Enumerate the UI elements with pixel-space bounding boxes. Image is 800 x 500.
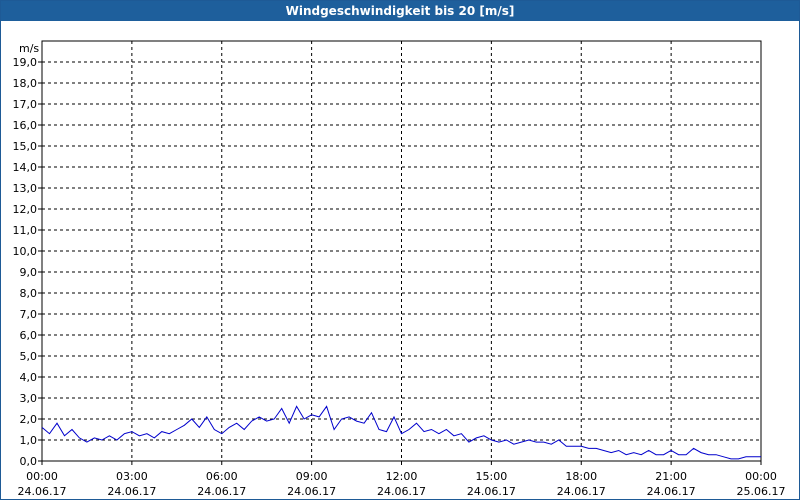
x-tick-time-label: 00:00 [745, 470, 777, 483]
y-axis-ticks: 0,0 1,0 2,0 3,0 4,0 5,0 6,0 7,0 8,0 9,0 10,0 11,0 12… [13, 56, 42, 468]
x-axis-ticks: 00:00 24.06.17 03:00 24.06.17 06:00 24.06.17 0… [18, 461, 786, 498]
plot-area [41, 40, 762, 462]
y-tick-label: 3,0 [20, 392, 38, 405]
y-tick-label: 12,0 [13, 203, 38, 216]
x-tick-time-label: 21:00 [655, 470, 687, 483]
y-tick-label: 6,0 [20, 329, 38, 342]
y-tick-label: 4,0 [20, 371, 38, 384]
grid-lines [42, 41, 761, 461]
y-tick-label: 17,0 [13, 98, 38, 111]
x-tick-time-label: 06:00 [206, 470, 238, 483]
y-tick-label: 13,0 [13, 182, 38, 195]
x-tick-date-label: 24.06.17 [197, 485, 246, 498]
title-bar: Windgeschwindigkeit bis 20 [m/s] [1, 1, 799, 21]
y-tick-label: 9,0 [20, 266, 38, 279]
x-tick-date-label: 24.06.17 [557, 485, 606, 498]
y-tick-label: 19,0 [13, 56, 38, 69]
x-tick-time-label: 12:00 [386, 470, 418, 483]
x-tick-date-label: 24.06.17 [107, 485, 156, 498]
x-tick-time-label: 09:00 [296, 470, 328, 483]
y-tick-label: 16,0 [13, 119, 38, 132]
x-tick-date-label: 24.06.17 [647, 485, 696, 498]
chart-title: Windgeschwindigkeit bis 20 [m/s] [285, 4, 515, 18]
y-tick-label: 8,0 [20, 287, 38, 300]
y-tick-label: 18,0 [13, 77, 38, 90]
y-tick-label: 5,0 [20, 350, 38, 363]
y-tick-label: 11,0 [13, 224, 38, 237]
x-tick-date-label: 24.06.17 [18, 485, 67, 498]
y-tick-label: 2,0 [20, 413, 38, 426]
x-tick-date-label: 24.06.17 [467, 485, 516, 498]
x-tick-time-label: 03:00 [116, 470, 148, 483]
series-line [41, 405, 761, 460]
y-tick-label: 0,0 [20, 455, 38, 468]
x-tick-date-label: 24.06.17 [287, 485, 336, 498]
y-tick-label: 10,0 [13, 245, 38, 258]
y-tick-label: 7,0 [20, 308, 38, 321]
x-tick-date-label: 24.06.17 [377, 485, 426, 498]
x-tick-time-label: 00:00 [26, 470, 58, 483]
y-tick-label: 14,0 [13, 161, 38, 174]
x-tick-time-label: 15:00 [476, 470, 508, 483]
x-tick-date-label: 25.06.17 [737, 485, 786, 498]
x-tick-time-label: 18:00 [565, 470, 597, 483]
series-group [41, 405, 761, 460]
y-tick-label: 15,0 [13, 140, 38, 153]
y-axis-label: m/s [19, 42, 39, 55]
y-tick-label: 1,0 [20, 434, 38, 447]
